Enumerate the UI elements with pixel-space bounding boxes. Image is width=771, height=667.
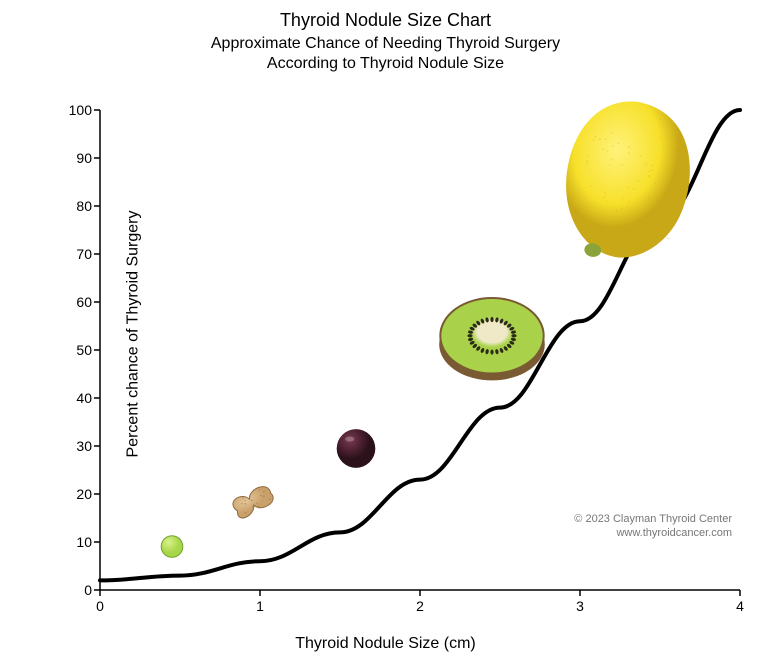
x-tick-label: 0 xyxy=(96,598,104,614)
credit-line-1: © 2023 Clayman Thyroid Center xyxy=(574,512,732,526)
y-tick-label: 60 xyxy=(76,294,92,310)
x-tick-label: 2 xyxy=(416,598,424,614)
credit-line-2: www.thyroidcancer.com xyxy=(574,526,732,540)
x-tick-label: 4 xyxy=(736,598,744,614)
pea-icon xyxy=(160,535,184,564)
kiwi-icon xyxy=(437,295,547,386)
plot-area: 010203040506070809010001234© 2023 Clayma… xyxy=(100,110,740,590)
grape-icon xyxy=(335,427,377,474)
y-tick-label: 100 xyxy=(69,102,92,118)
y-tick-label: 0 xyxy=(84,582,92,598)
lemon-icon xyxy=(558,95,697,270)
y-tick-label: 50 xyxy=(76,342,92,358)
y-tick-label: 40 xyxy=(76,390,92,406)
y-tick-label: 20 xyxy=(76,486,92,502)
y-tick-label: 90 xyxy=(76,150,92,166)
peanut-icon xyxy=(225,485,279,522)
chart-container: Thyroid Nodule Size Chart Approximate Ch… xyxy=(0,0,771,667)
y-tick-label: 70 xyxy=(76,246,92,262)
y-tick-label: 10 xyxy=(76,534,92,550)
x-axis-label: Thyroid Nodule Size (cm) xyxy=(0,635,771,653)
subtitle-line-1: Approximate Chance of Needing Thyroid Su… xyxy=(211,35,560,52)
chart-title: Thyroid Nodule Size Chart xyxy=(0,10,771,31)
subtitle-line-2: According to Thyroid Nodule Size xyxy=(267,55,504,72)
x-tick-label: 1 xyxy=(256,598,264,614)
x-tick-label: 3 xyxy=(576,598,584,614)
y-tick-label: 80 xyxy=(76,198,92,214)
chart-subtitle: Approximate Chance of Needing Thyroid Su… xyxy=(0,34,771,74)
chart-credit: © 2023 Clayman Thyroid Centerwww.thyroid… xyxy=(574,512,732,541)
y-tick-label: 30 xyxy=(76,438,92,454)
